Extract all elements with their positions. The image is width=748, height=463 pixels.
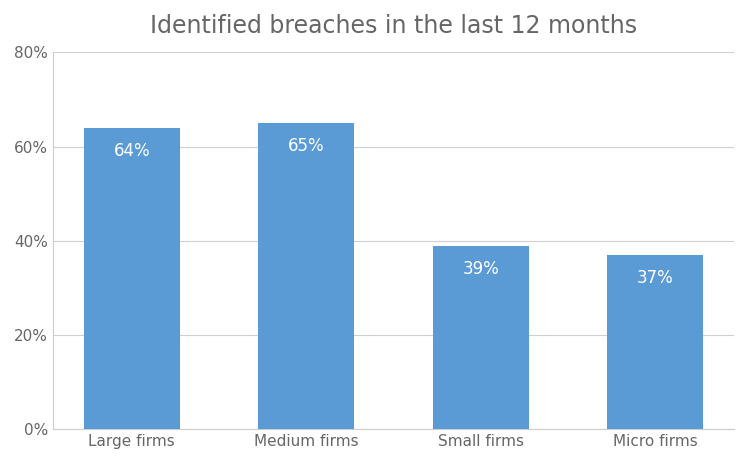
Bar [432,245,529,429]
Bar [84,128,180,429]
Title: Identified breaches in the last 12 months: Identified breaches in the last 12 month… [150,14,637,38]
Text: 37%: 37% [637,269,673,287]
Text: 64%: 64% [114,142,150,160]
Bar [258,123,354,429]
Bar [607,255,703,429]
Text: 39%: 39% [462,260,499,278]
Text: 65%: 65% [288,137,325,155]
